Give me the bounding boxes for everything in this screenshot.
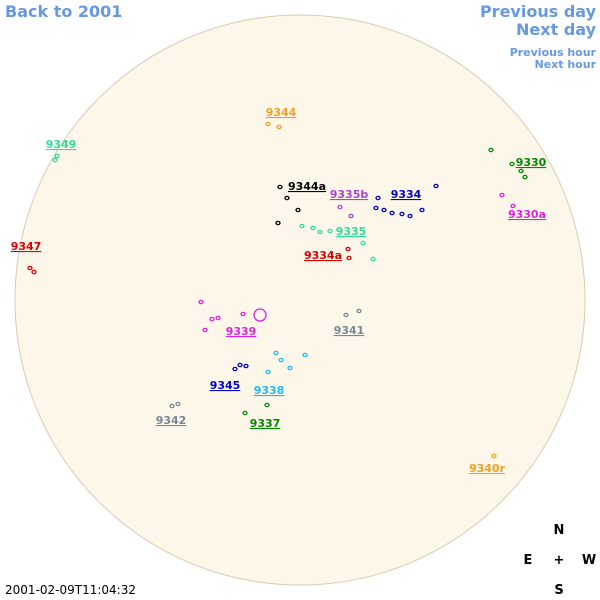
- sunspot: [491, 453, 497, 459]
- region-label[interactable]: 9330a: [508, 208, 546, 221]
- region-label[interactable]: 9349: [46, 138, 77, 151]
- sunspot: [287, 365, 293, 371]
- previous-hour-link[interactable]: Previous hour: [510, 46, 597, 59]
- region-label[interactable]: 9330: [516, 156, 547, 169]
- region-label[interactable]: 9341: [334, 324, 365, 337]
- sunspot: [175, 401, 181, 407]
- compass-west: W: [582, 553, 596, 568]
- sunspot: [375, 195, 381, 201]
- region-label[interactable]: 9340r: [469, 462, 506, 475]
- region-label[interactable]: 9334: [391, 188, 422, 201]
- region-label[interactable]: 9338: [254, 384, 285, 397]
- sunspot: [169, 403, 175, 409]
- previous-day-link[interactable]: Previous day: [480, 2, 597, 21]
- compass-north: N: [554, 523, 565, 538]
- sunspot: [345, 246, 351, 252]
- sunspot: [522, 174, 528, 180]
- solar-disk: [14, 14, 586, 586]
- sunspot: [373, 205, 379, 211]
- sunspot: [327, 228, 333, 234]
- sunspot: [419, 207, 425, 213]
- region-label[interactable]: 9344a: [288, 180, 326, 193]
- sunspot: [343, 312, 349, 318]
- sunspot: [510, 203, 516, 209]
- sunspot: [209, 316, 215, 322]
- sunspot: [317, 229, 323, 235]
- sunspot: [389, 210, 395, 216]
- sunspot: [302, 352, 308, 358]
- region-label[interactable]: 9344: [266, 106, 297, 119]
- region-label[interactable]: 9345: [210, 379, 241, 392]
- sunspot: [381, 207, 387, 213]
- sunspot: [237, 362, 243, 368]
- timestamp: 2001-02-09T11:04:32: [5, 583, 136, 597]
- region-label[interactable]: 9342: [156, 414, 187, 427]
- sunspot: [202, 327, 208, 333]
- sunspot: [215, 315, 221, 321]
- sunspot: [198, 299, 204, 305]
- next-day-link[interactable]: Next day: [516, 20, 597, 39]
- sunspot: [276, 124, 282, 130]
- region-label[interactable]: 9334a: [304, 249, 342, 262]
- sunspot: [433, 183, 439, 189]
- sunspot: [275, 220, 281, 226]
- sunspot: [499, 192, 505, 198]
- sunspot: [295, 207, 301, 213]
- sunspot: [360, 240, 366, 246]
- sunspot: [337, 204, 343, 210]
- sunspot: [54, 153, 60, 159]
- sunspot: [346, 255, 352, 261]
- sunspots: [27, 121, 528, 459]
- sunspot: [243, 363, 249, 369]
- sunspot: [399, 211, 405, 217]
- sunspot: [509, 161, 515, 167]
- sunspot: [310, 225, 316, 231]
- sunspot: [488, 147, 494, 153]
- sunspot: [31, 269, 37, 275]
- region-label[interactable]: 9335b: [330, 188, 369, 201]
- sunspot: [52, 157, 58, 163]
- sunspot: [265, 369, 271, 375]
- compass-east: E: [524, 553, 533, 568]
- sunspot: [278, 357, 284, 363]
- sunspot: [299, 223, 305, 229]
- region-label[interactable]: 9335: [336, 225, 367, 238]
- compass-center: +: [554, 553, 565, 568]
- sunspot: [370, 256, 376, 262]
- region-label[interactable]: 9347: [11, 240, 42, 253]
- back-link[interactable]: Back to 2001: [5, 2, 122, 21]
- sunspot: [273, 350, 279, 356]
- region-labels: 9344 9349 9330 9344a 9335b 9334 9330a 9335 9347 9…: [11, 106, 547, 475]
- sunspot: [253, 308, 267, 322]
- next-hour-link[interactable]: Next hour: [535, 58, 597, 71]
- sunspot: [356, 308, 362, 314]
- sunspot: [407, 213, 413, 219]
- sunspot: [284, 195, 290, 201]
- sunspot: [348, 213, 354, 219]
- sunspot: [518, 168, 524, 174]
- sunspot: [242, 410, 248, 416]
- region-label[interactable]: 9337: [250, 417, 281, 430]
- sunspot: [232, 366, 238, 372]
- sunspot: [27, 265, 33, 271]
- sunspot: [240, 311, 246, 317]
- sunspot: [265, 121, 271, 127]
- sunspot: [264, 402, 270, 408]
- sunspot: [277, 184, 283, 190]
- compass-south: S: [554, 583, 563, 598]
- region-label[interactable]: 9339: [226, 325, 257, 338]
